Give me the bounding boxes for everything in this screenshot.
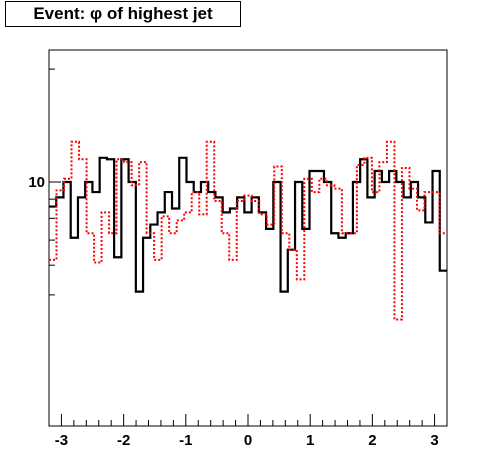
plot-frame (48, 49, 448, 427)
x-tick-label: 1 (306, 432, 314, 449)
y-axis: 10 (28, 68, 61, 296)
x-tick-label: 2 (368, 432, 376, 449)
series-layer (49, 140, 447, 321)
x-tick-label: -3 (55, 432, 68, 449)
x-tick-label: 0 (244, 432, 252, 449)
chart-title: Event: φ of highest jet (5, 1, 241, 27)
y-tick-label: 10 (28, 174, 45, 191)
x-tick-label: 3 (430, 432, 438, 449)
histogram-series-2 (49, 140, 447, 321)
x-tick-label: -2 (117, 432, 130, 449)
x-tick-label: -1 (179, 432, 192, 449)
histogram-series-1 (49, 156, 447, 293)
x-axis: -3 -2 -1 0 1 2 3 (48, 414, 448, 449)
